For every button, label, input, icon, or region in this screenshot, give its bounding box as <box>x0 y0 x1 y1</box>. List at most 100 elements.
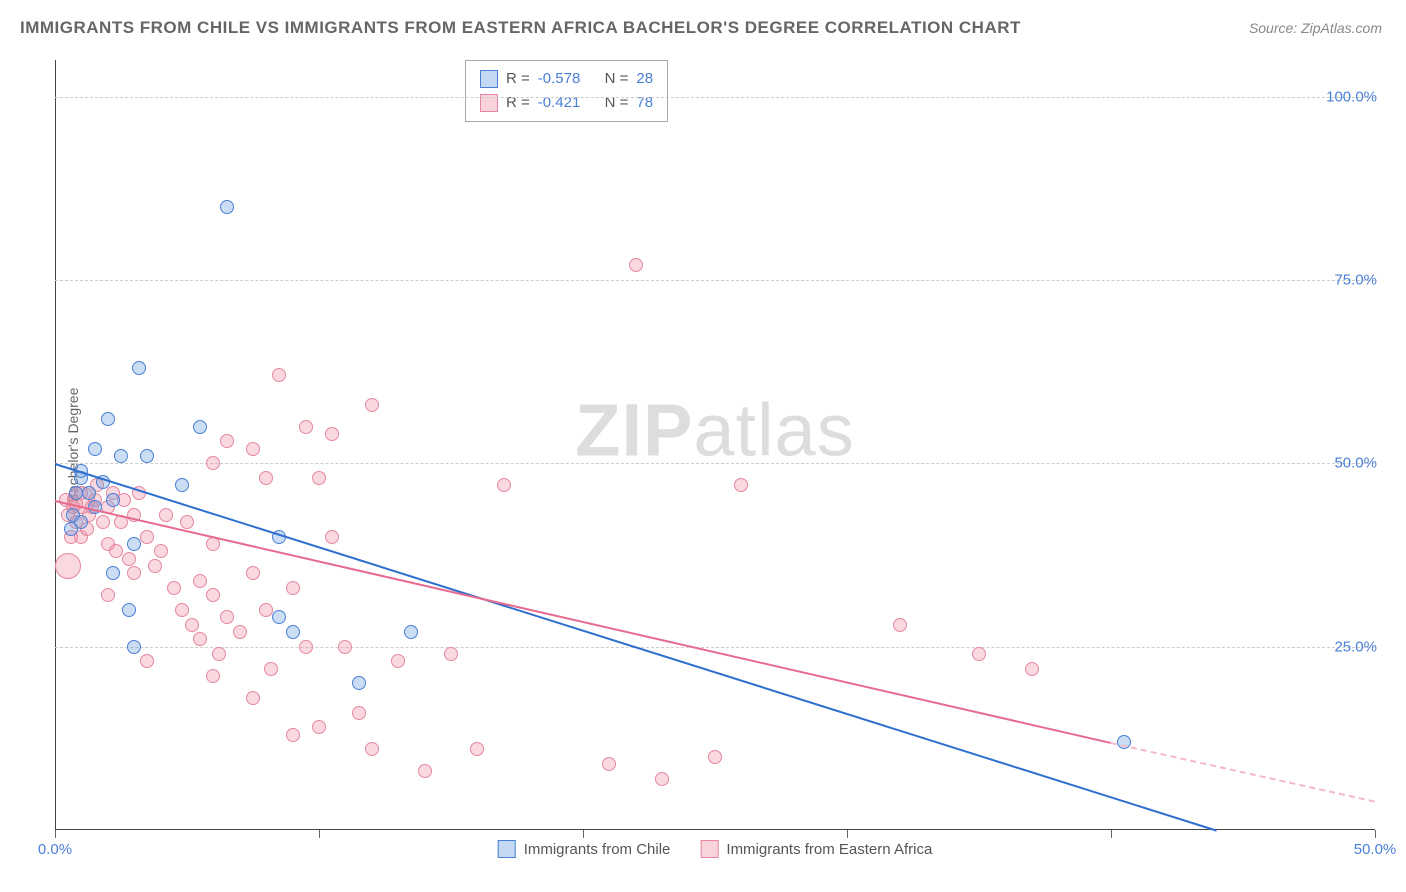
gridline <box>55 97 1375 98</box>
data-point <box>299 420 313 434</box>
data-point <box>259 471 273 485</box>
data-point <box>286 581 300 595</box>
data-point <box>972 647 986 661</box>
data-point <box>470 742 484 756</box>
data-point <box>82 486 96 500</box>
data-point <box>206 669 220 683</box>
data-point <box>106 493 120 507</box>
data-point <box>122 603 136 617</box>
legend-swatch-pink <box>700 840 718 858</box>
gridline <box>55 647 1375 648</box>
y-tick-label: 75.0% <box>1334 272 1377 289</box>
data-point <box>106 566 120 580</box>
scatter-plot: Bachelor's Degree ZIPatlas R = -0.578 N … <box>55 60 1375 830</box>
data-point <box>140 449 154 463</box>
data-point <box>69 486 83 500</box>
x-tick <box>847 830 848 838</box>
data-point <box>140 530 154 544</box>
data-point <box>629 258 643 272</box>
data-point <box>246 691 260 705</box>
data-point <box>259 603 273 617</box>
correlation-legend: R = -0.578 N = 28 R = -0.421 N = 78 <box>465 60 668 122</box>
data-point <box>602 757 616 771</box>
gridline <box>55 280 1375 281</box>
data-point <box>338 640 352 654</box>
data-point <box>180 515 194 529</box>
x-axis <box>55 829 1375 830</box>
data-point <box>140 654 154 668</box>
data-point <box>220 434 234 448</box>
x-tick <box>55 830 56 838</box>
data-point <box>132 361 146 375</box>
data-point <box>444 647 458 661</box>
data-point <box>96 515 110 529</box>
data-point <box>246 442 260 456</box>
data-point <box>708 750 722 764</box>
y-tick-label: 100.0% <box>1326 88 1377 105</box>
data-point <box>325 530 339 544</box>
data-point <box>246 566 260 580</box>
data-point <box>325 427 339 441</box>
data-point <box>101 588 115 602</box>
trend-line <box>1111 742 1375 803</box>
data-point <box>404 625 418 639</box>
data-point <box>365 398 379 412</box>
data-point <box>312 471 326 485</box>
data-point <box>391 654 405 668</box>
data-point <box>264 662 278 676</box>
x-tick <box>319 830 320 838</box>
data-point <box>418 764 432 778</box>
data-point <box>154 544 168 558</box>
data-point <box>206 456 220 470</box>
gridline <box>55 463 1375 464</box>
data-point <box>497 478 511 492</box>
x-tick-label: 0.0% <box>38 841 72 858</box>
data-point <box>734 478 748 492</box>
data-point <box>159 508 173 522</box>
data-point <box>64 522 78 536</box>
data-point <box>127 537 141 551</box>
series-legend: Immigrants from Chile Immigrants from Ea… <box>498 840 933 858</box>
data-point <box>272 610 286 624</box>
data-point <box>299 640 313 654</box>
data-point <box>286 625 300 639</box>
data-point <box>893 618 907 632</box>
trend-line <box>55 500 1111 744</box>
data-point <box>220 200 234 214</box>
data-point <box>365 742 379 756</box>
x-tick <box>1375 830 1376 838</box>
data-point <box>193 632 207 646</box>
data-point <box>1025 662 1039 676</box>
data-point <box>127 640 141 654</box>
data-point <box>212 647 226 661</box>
data-point <box>312 720 326 734</box>
data-point <box>122 552 136 566</box>
data-point <box>193 574 207 588</box>
legend-item-eafrica: Immigrants from Eastern Africa <box>700 840 932 858</box>
x-tick <box>1111 830 1112 838</box>
y-axis <box>55 60 56 830</box>
data-point <box>352 676 366 690</box>
watermark: ZIPatlas <box>575 387 854 472</box>
legend-swatch-blue <box>498 840 516 858</box>
data-point <box>185 618 199 632</box>
data-point <box>55 553 81 579</box>
trend-line <box>55 463 1217 832</box>
legend-row-chile: R = -0.578 N = 28 <box>480 67 653 91</box>
data-point <box>193 420 207 434</box>
data-point <box>114 449 128 463</box>
data-point <box>272 368 286 382</box>
data-point <box>286 728 300 742</box>
data-point <box>127 566 141 580</box>
chart-title: IMMIGRANTS FROM CHILE VS IMMIGRANTS FROM… <box>20 18 1021 38</box>
legend-item-chile: Immigrants from Chile <box>498 840 671 858</box>
data-point <box>148 559 162 573</box>
x-tick-label: 50.0% <box>1354 841 1397 858</box>
data-point <box>206 588 220 602</box>
y-tick-label: 50.0% <box>1334 455 1377 472</box>
y-tick-label: 25.0% <box>1334 638 1377 655</box>
data-point <box>175 603 189 617</box>
legend-swatch-blue <box>480 70 498 88</box>
data-point <box>655 772 669 786</box>
source-credit: Source: ZipAtlas.com <box>1249 20 1382 36</box>
